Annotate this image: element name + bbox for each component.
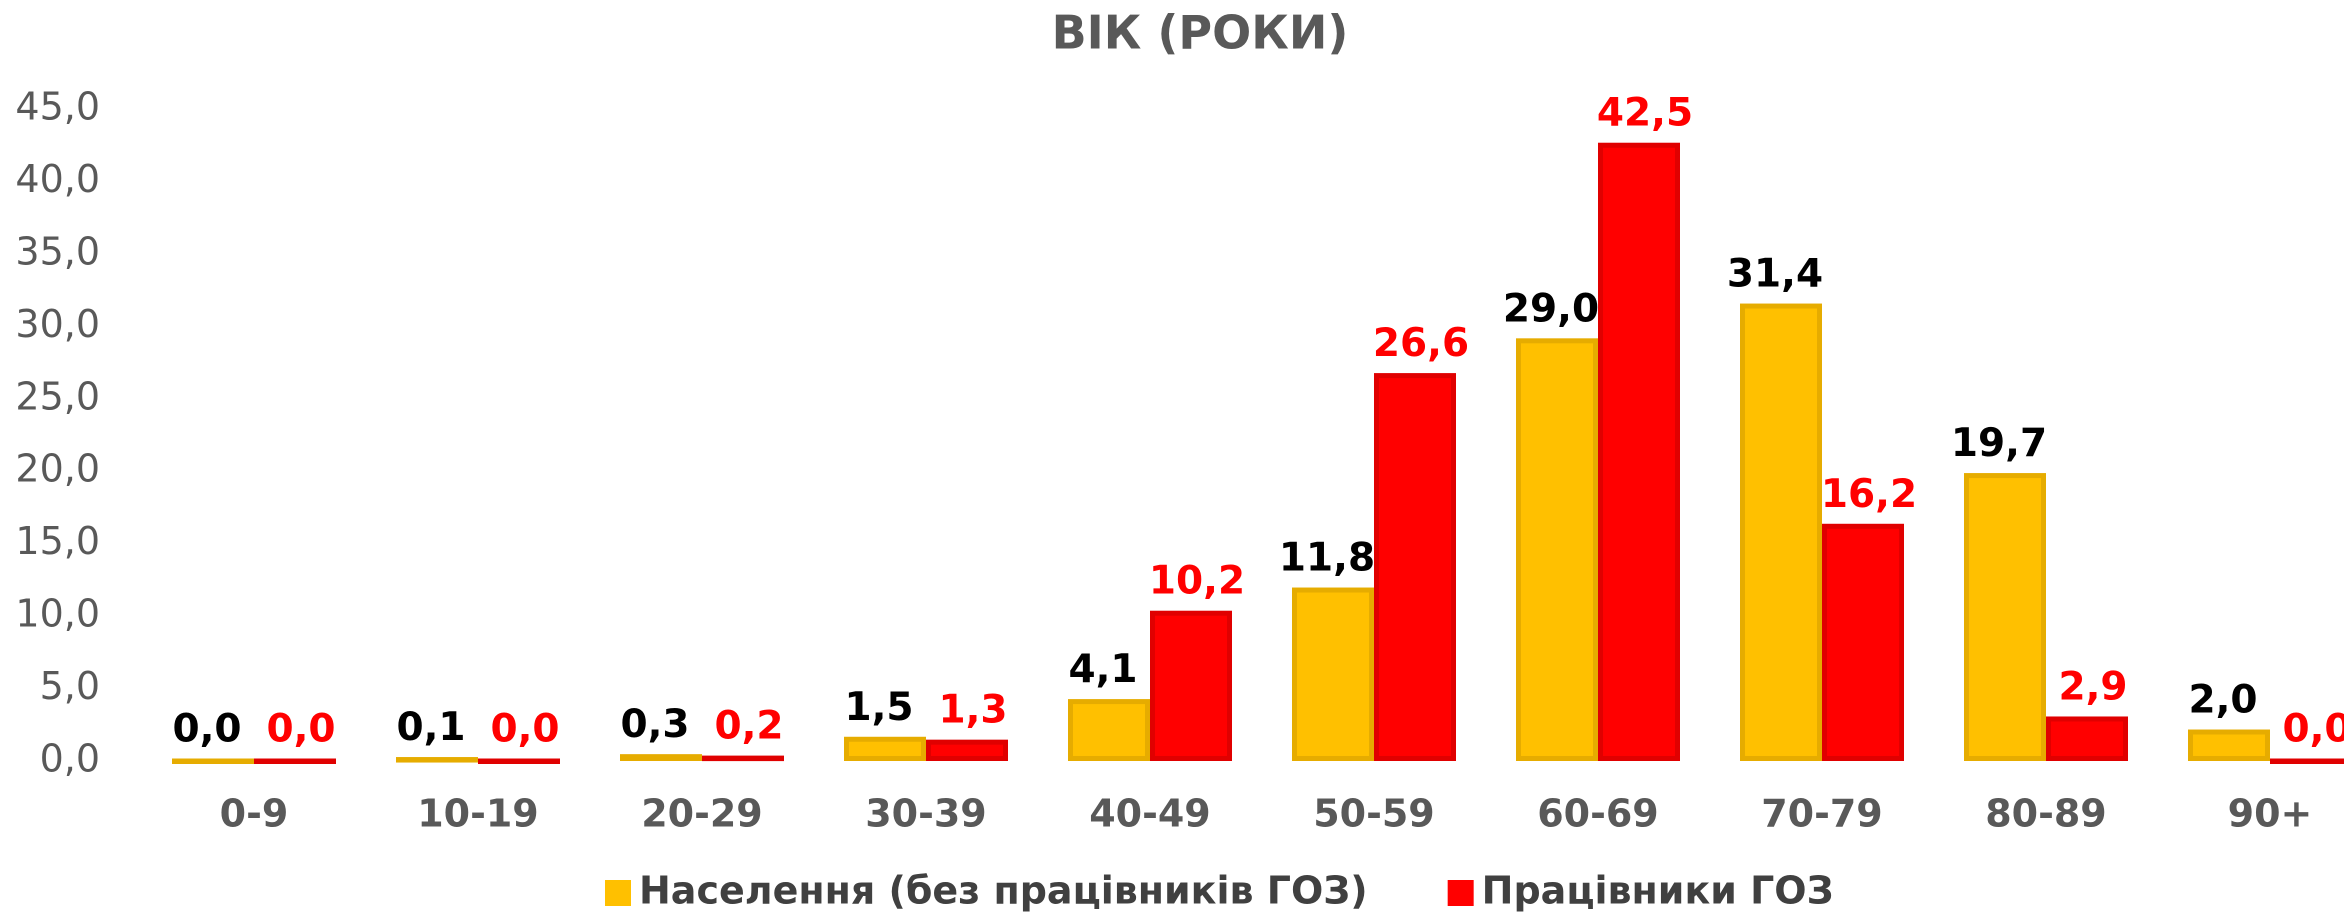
value-label: 19,7 xyxy=(1951,421,2047,466)
x-tick-label: 0-9 xyxy=(220,792,289,836)
bar xyxy=(926,739,1008,761)
x-tick-label: 90+ xyxy=(2228,792,2313,836)
legend-swatch xyxy=(605,880,631,906)
value-label: 1,5 xyxy=(844,685,913,730)
y-tick-label: 30,0 xyxy=(15,302,100,346)
x-tick-label: 40-49 xyxy=(1089,792,1211,836)
bar xyxy=(1740,303,1822,761)
bar xyxy=(1150,610,1232,761)
value-label: 0,3 xyxy=(620,702,689,747)
y-tick-label: 15,0 xyxy=(15,519,100,563)
y-tick-label: 5,0 xyxy=(40,664,100,708)
value-label: 0,0 xyxy=(490,707,559,752)
value-label: 11,8 xyxy=(1279,536,1375,581)
value-label: 10,2 xyxy=(1149,559,1245,604)
x-tick-label: 60-69 xyxy=(1537,792,1659,836)
bar xyxy=(2046,716,2128,762)
y-tick-label: 45,0 xyxy=(15,85,100,129)
x-tick-label: 80-89 xyxy=(1985,792,2107,836)
x-tick-label: 10-19 xyxy=(417,792,539,836)
bar xyxy=(396,757,478,763)
value-label: 0,2 xyxy=(714,704,783,749)
bar xyxy=(1964,473,2046,761)
bar xyxy=(1598,142,1680,761)
value-label: 0,0 xyxy=(172,707,241,752)
value-label: 1,3 xyxy=(938,688,1007,733)
x-tick-label: 70-79 xyxy=(1761,792,1883,836)
y-tick-label: 40,0 xyxy=(15,157,100,201)
y-tick-label: 0,0 xyxy=(40,737,100,781)
value-label: 29,0 xyxy=(1503,286,1599,331)
value-label: 0,1 xyxy=(396,705,465,750)
bar xyxy=(1822,523,1904,762)
value-label: 0,0 xyxy=(266,707,335,752)
value-label: 0,0 xyxy=(2282,707,2344,752)
legend-label: Працівники ГОЗ xyxy=(1482,869,1834,913)
legend-swatch xyxy=(1447,880,1474,906)
chart-title: ВІК (РОКИ) xyxy=(1052,6,1349,60)
y-tick-label: 25,0 xyxy=(15,374,100,418)
value-label: 2,9 xyxy=(2058,664,2127,709)
x-tick-label: 30-39 xyxy=(865,792,987,836)
bar xyxy=(254,758,336,764)
value-label: 31,4 xyxy=(1727,252,1823,297)
bar xyxy=(844,736,926,761)
bar xyxy=(2270,758,2344,764)
bar xyxy=(478,758,560,764)
value-label: 2,0 xyxy=(2188,678,2257,723)
value-label: 4,1 xyxy=(1068,647,1137,692)
y-tick-label: 10,0 xyxy=(15,592,100,636)
x-tick-label: 20-29 xyxy=(641,792,763,836)
bar xyxy=(702,755,784,762)
bar xyxy=(1516,338,1598,761)
legend-label: Населення (без працівників ГОЗ) xyxy=(639,869,1368,913)
bar xyxy=(172,758,254,764)
y-tick-label: 20,0 xyxy=(15,447,100,491)
bar xyxy=(1292,587,1374,762)
x-tick-label: 50-59 xyxy=(1313,792,1435,836)
y-tick-label: 35,0 xyxy=(15,229,100,273)
bar xyxy=(2188,729,2270,761)
bar xyxy=(1068,699,1150,762)
value-label: 42,5 xyxy=(1597,91,1693,136)
value-label: 16,2 xyxy=(1821,472,1917,517)
bar xyxy=(1374,373,1456,761)
bar xyxy=(620,754,702,761)
value-label: 26,6 xyxy=(1373,321,1469,366)
